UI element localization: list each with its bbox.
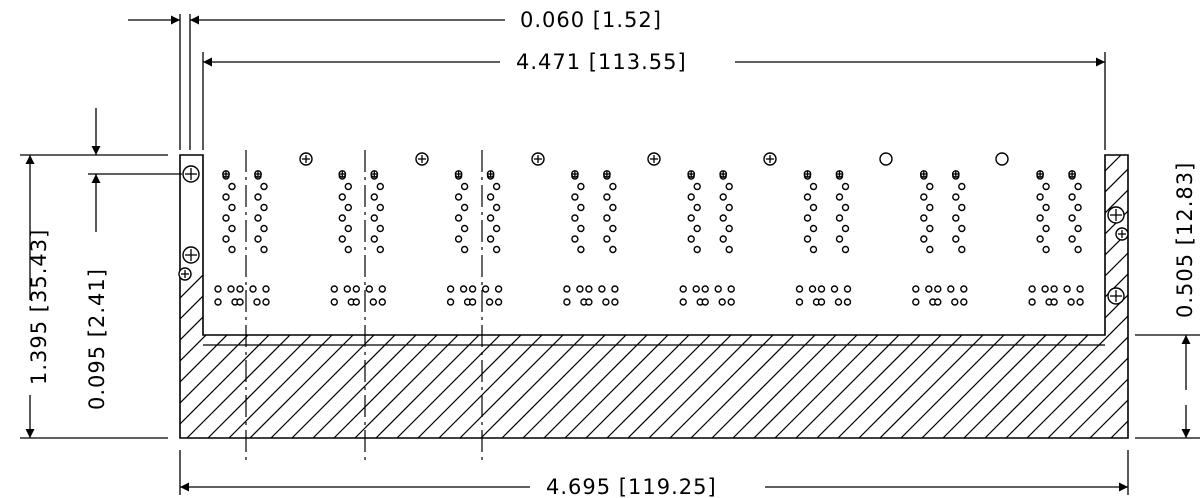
connector-group — [912, 170, 968, 306]
screw-icon — [1107, 206, 1125, 224]
dim-overall-width: 4.695 [119.25] — [179, 450, 1129, 498]
screw-icon — [763, 152, 777, 166]
dim-inner-width: 4.471 [113.55] — [202, 50, 1106, 150]
dim-overall-height-label: 1.395 [35.43] — [27, 229, 51, 385]
dim-screw-offset-label: 0.095 [2.41] — [85, 268, 109, 410]
screw-icon — [531, 152, 545, 166]
screw-icon — [182, 165, 200, 183]
open-hole-icon — [879, 152, 893, 166]
dim-overall-height: 1.395 [35.43] — [20, 154, 168, 439]
dim-overall-width-label: 4.695 [119.25] — [546, 475, 717, 498]
dim-base-height-label: 0.505 [12.83] — [1173, 162, 1197, 318]
dim-base-height: 0.505 [12.83] — [1135, 162, 1200, 439]
open-hole-icon — [995, 152, 1009, 166]
section-hatching — [180, 155, 1128, 438]
connector-group — [795, 170, 852, 306]
connector-group — [1028, 170, 1084, 306]
screw-icon — [299, 152, 313, 166]
connector-group — [563, 170, 619, 306]
enclosure-outline — [179, 154, 1129, 439]
center-lines — [245, 150, 483, 460]
dim-screw-offset: 0.095 [2.41] — [85, 108, 182, 410]
screw-icon — [415, 152, 429, 166]
dim-wall-thickness: 0.060 [1.52] — [128, 8, 662, 150]
dim-inner-width-label: 4.471 [113.55] — [516, 50, 687, 74]
connector-group — [330, 170, 386, 306]
dim-wall-thickness-label: 0.060 [1.52] — [520, 8, 662, 32]
screw-icon — [182, 246, 200, 264]
connector-group — [214, 170, 270, 306]
connector-holes — [214, 170, 1084, 306]
screw-icon — [178, 267, 192, 281]
connector-group — [446, 170, 503, 306]
screw-icon — [647, 152, 661, 166]
connector-group — [679, 170, 735, 306]
mounting-screws — [178, 152, 1129, 305]
screw-icon — [1115, 227, 1129, 241]
screw-icon — [1107, 287, 1125, 305]
